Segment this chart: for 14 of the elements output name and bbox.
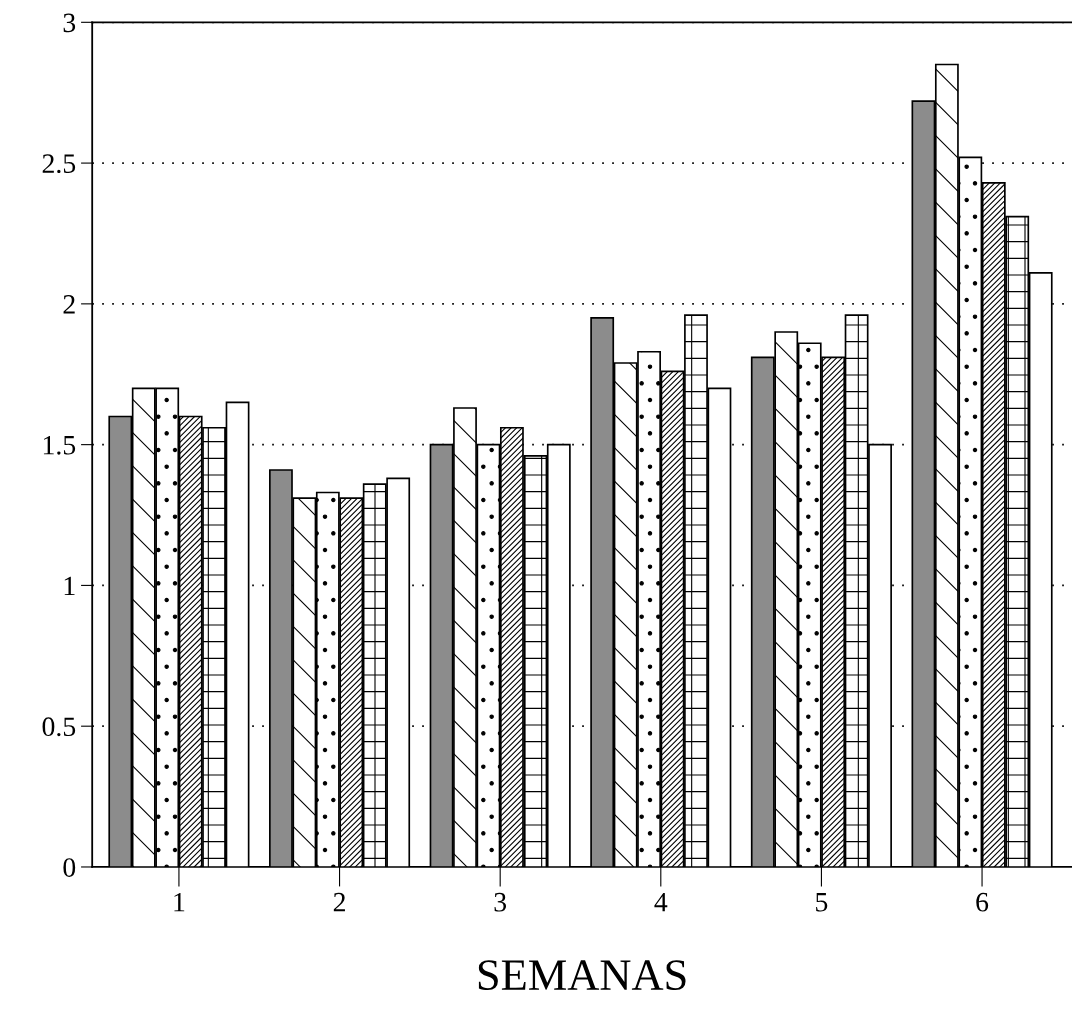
x-tick-label: 6 — [976, 892, 989, 912]
x-tick-label: 4 — [654, 892, 668, 912]
y-tick-label: 2.5 — [42, 154, 76, 174]
x-tick-label: 2 — [333, 892, 345, 912]
y-tick-label: 2 — [63, 295, 75, 314]
y-tick-label: 3 — [63, 13, 76, 33]
x-tick-label: 3 — [494, 892, 507, 912]
y-tick-label: 1 — [64, 576, 75, 596]
y-tick-label: 0.5 — [42, 717, 76, 737]
x-tick-label: 1 — [174, 892, 185, 912]
x-tick-label: 5 — [816, 893, 828, 912]
y-tick-label: 0 — [63, 858, 76, 877]
y-tick-label: 1.5 — [43, 435, 76, 455]
x-axis-title: SEMANAS — [478, 960, 686, 991]
